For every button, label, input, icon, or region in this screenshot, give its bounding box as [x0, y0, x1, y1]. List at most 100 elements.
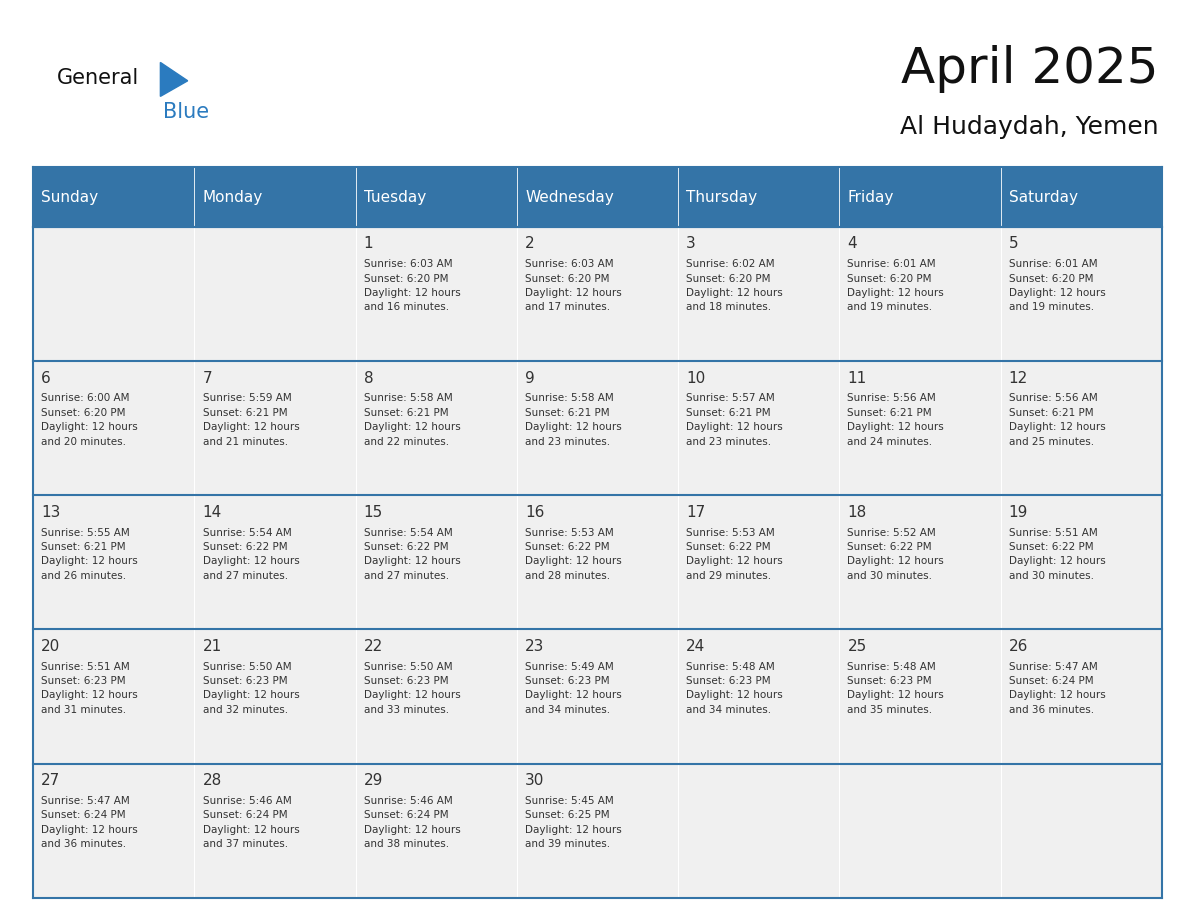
Bar: [840, 630, 1000, 764]
Bar: [517, 361, 678, 496]
Bar: [33, 361, 195, 496]
Bar: [1000, 764, 1162, 898]
Text: 6: 6: [42, 371, 51, 386]
Text: 9: 9: [525, 371, 535, 386]
Text: 14: 14: [202, 505, 222, 520]
Text: 2: 2: [525, 237, 535, 252]
Bar: [678, 764, 840, 898]
Text: Sunrise: 5:51 AM
Sunset: 6:23 PM
Daylight: 12 hours
and 31 minutes.: Sunrise: 5:51 AM Sunset: 6:23 PM Dayligh…: [42, 662, 138, 715]
Text: 5: 5: [1009, 237, 1018, 252]
Text: Sunrise: 5:58 AM
Sunset: 6:21 PM
Daylight: 12 hours
and 23 minutes.: Sunrise: 5:58 AM Sunset: 6:21 PM Dayligh…: [525, 393, 621, 446]
Text: Sunrise: 6:02 AM
Sunset: 6:20 PM
Daylight: 12 hours
and 18 minutes.: Sunrise: 6:02 AM Sunset: 6:20 PM Dayligh…: [687, 259, 783, 312]
Bar: [517, 764, 678, 898]
Text: Sunrise: 6:03 AM
Sunset: 6:20 PM
Daylight: 12 hours
and 16 minutes.: Sunrise: 6:03 AM Sunset: 6:20 PM Dayligh…: [364, 259, 461, 312]
Bar: [195, 764, 355, 898]
Bar: [1000, 496, 1162, 630]
Text: Tuesday: Tuesday: [364, 189, 426, 205]
Text: Sunrise: 6:01 AM
Sunset: 6:20 PM
Daylight: 12 hours
and 19 minutes.: Sunrise: 6:01 AM Sunset: 6:20 PM Dayligh…: [1009, 259, 1106, 312]
Text: 29: 29: [364, 773, 384, 788]
Text: Al Hudaydah, Yemen: Al Hudaydah, Yemen: [899, 115, 1158, 139]
Text: 4: 4: [847, 237, 857, 252]
Text: Sunrise: 5:53 AM
Sunset: 6:22 PM
Daylight: 12 hours
and 28 minutes.: Sunrise: 5:53 AM Sunset: 6:22 PM Dayligh…: [525, 528, 621, 581]
Text: Sunrise: 5:59 AM
Sunset: 6:21 PM
Daylight: 12 hours
and 21 minutes.: Sunrise: 5:59 AM Sunset: 6:21 PM Dayligh…: [202, 393, 299, 446]
Bar: [1000, 167, 1162, 227]
Bar: [517, 630, 678, 764]
Text: 25: 25: [847, 639, 867, 654]
Text: 3: 3: [687, 237, 696, 252]
Bar: [33, 630, 195, 764]
Bar: [678, 630, 840, 764]
Bar: [1000, 361, 1162, 496]
Bar: [195, 630, 355, 764]
Text: Sunrise: 5:48 AM
Sunset: 6:23 PM
Daylight: 12 hours
and 35 minutes.: Sunrise: 5:48 AM Sunset: 6:23 PM Dayligh…: [847, 662, 944, 715]
Text: 30: 30: [525, 773, 544, 788]
Text: 1: 1: [364, 237, 373, 252]
Text: Sunrise: 5:46 AM
Sunset: 6:24 PM
Daylight: 12 hours
and 38 minutes.: Sunrise: 5:46 AM Sunset: 6:24 PM Dayligh…: [364, 796, 461, 849]
Bar: [517, 496, 678, 630]
Text: Sunrise: 5:53 AM
Sunset: 6:22 PM
Daylight: 12 hours
and 29 minutes.: Sunrise: 5:53 AM Sunset: 6:22 PM Dayligh…: [687, 528, 783, 581]
Text: Sunrise: 5:48 AM
Sunset: 6:23 PM
Daylight: 12 hours
and 34 minutes.: Sunrise: 5:48 AM Sunset: 6:23 PM Dayligh…: [687, 662, 783, 715]
Text: 15: 15: [364, 505, 383, 520]
Bar: [678, 227, 840, 361]
Text: 21: 21: [202, 639, 222, 654]
Bar: [33, 167, 195, 227]
Bar: [355, 630, 517, 764]
Text: 17: 17: [687, 505, 706, 520]
Bar: [355, 764, 517, 898]
Text: Sunrise: 5:46 AM
Sunset: 6:24 PM
Daylight: 12 hours
and 37 minutes.: Sunrise: 5:46 AM Sunset: 6:24 PM Dayligh…: [202, 796, 299, 849]
Text: April 2025: April 2025: [901, 45, 1158, 93]
Polygon shape: [160, 62, 188, 96]
Bar: [678, 361, 840, 496]
Text: Thursday: Thursday: [687, 189, 758, 205]
Bar: [33, 764, 195, 898]
Text: Sunrise: 5:47 AM
Sunset: 6:24 PM
Daylight: 12 hours
and 36 minutes.: Sunrise: 5:47 AM Sunset: 6:24 PM Dayligh…: [42, 796, 138, 849]
Text: 19: 19: [1009, 505, 1028, 520]
Bar: [517, 227, 678, 361]
Bar: [195, 167, 355, 227]
Text: Sunrise: 5:58 AM
Sunset: 6:21 PM
Daylight: 12 hours
and 22 minutes.: Sunrise: 5:58 AM Sunset: 6:21 PM Dayligh…: [364, 393, 461, 446]
Text: 20: 20: [42, 639, 61, 654]
Text: Sunrise: 6:01 AM
Sunset: 6:20 PM
Daylight: 12 hours
and 19 minutes.: Sunrise: 6:01 AM Sunset: 6:20 PM Dayligh…: [847, 259, 944, 312]
Bar: [355, 361, 517, 496]
Text: Sunrise: 5:54 AM
Sunset: 6:22 PM
Daylight: 12 hours
and 27 minutes.: Sunrise: 5:54 AM Sunset: 6:22 PM Dayligh…: [202, 528, 299, 581]
Bar: [33, 227, 195, 361]
Text: 24: 24: [687, 639, 706, 654]
Bar: [840, 496, 1000, 630]
Bar: [355, 496, 517, 630]
Text: 18: 18: [847, 505, 867, 520]
Bar: [517, 167, 678, 227]
Text: Sunrise: 5:45 AM
Sunset: 6:25 PM
Daylight: 12 hours
and 39 minutes.: Sunrise: 5:45 AM Sunset: 6:25 PM Dayligh…: [525, 796, 621, 849]
Bar: [678, 167, 840, 227]
Bar: [1000, 227, 1162, 361]
Text: 10: 10: [687, 371, 706, 386]
Text: Sunrise: 5:52 AM
Sunset: 6:22 PM
Daylight: 12 hours
and 30 minutes.: Sunrise: 5:52 AM Sunset: 6:22 PM Dayligh…: [847, 528, 944, 581]
Bar: [840, 167, 1000, 227]
Text: 11: 11: [847, 371, 867, 386]
Bar: [195, 496, 355, 630]
Text: 8: 8: [364, 371, 373, 386]
Text: 23: 23: [525, 639, 544, 654]
Text: Sunrise: 5:56 AM
Sunset: 6:21 PM
Daylight: 12 hours
and 25 minutes.: Sunrise: 5:56 AM Sunset: 6:21 PM Dayligh…: [1009, 393, 1106, 446]
Text: Wednesday: Wednesday: [525, 189, 614, 205]
Bar: [33, 496, 195, 630]
Text: Saturday: Saturday: [1009, 189, 1078, 205]
Text: Sunrise: 5:55 AM
Sunset: 6:21 PM
Daylight: 12 hours
and 26 minutes.: Sunrise: 5:55 AM Sunset: 6:21 PM Dayligh…: [42, 528, 138, 581]
Text: 13: 13: [42, 505, 61, 520]
Text: 7: 7: [202, 371, 213, 386]
Text: Sunrise: 5:54 AM
Sunset: 6:22 PM
Daylight: 12 hours
and 27 minutes.: Sunrise: 5:54 AM Sunset: 6:22 PM Dayligh…: [364, 528, 461, 581]
Text: Blue: Blue: [163, 102, 209, 122]
Text: General: General: [57, 68, 139, 88]
Text: 12: 12: [1009, 371, 1028, 386]
Bar: [840, 764, 1000, 898]
Text: Sunrise: 5:49 AM
Sunset: 6:23 PM
Daylight: 12 hours
and 34 minutes.: Sunrise: 5:49 AM Sunset: 6:23 PM Dayligh…: [525, 662, 621, 715]
Bar: [355, 227, 517, 361]
Text: Sunrise: 5:50 AM
Sunset: 6:23 PM
Daylight: 12 hours
and 32 minutes.: Sunrise: 5:50 AM Sunset: 6:23 PM Dayligh…: [202, 662, 299, 715]
Text: Sunday: Sunday: [42, 189, 99, 205]
Bar: [195, 227, 355, 361]
Bar: [1000, 630, 1162, 764]
Text: Sunrise: 5:57 AM
Sunset: 6:21 PM
Daylight: 12 hours
and 23 minutes.: Sunrise: 5:57 AM Sunset: 6:21 PM Dayligh…: [687, 393, 783, 446]
Text: 22: 22: [364, 639, 383, 654]
Text: Sunrise: 5:50 AM
Sunset: 6:23 PM
Daylight: 12 hours
and 33 minutes.: Sunrise: 5:50 AM Sunset: 6:23 PM Dayligh…: [364, 662, 461, 715]
Bar: [355, 167, 517, 227]
Bar: [678, 496, 840, 630]
